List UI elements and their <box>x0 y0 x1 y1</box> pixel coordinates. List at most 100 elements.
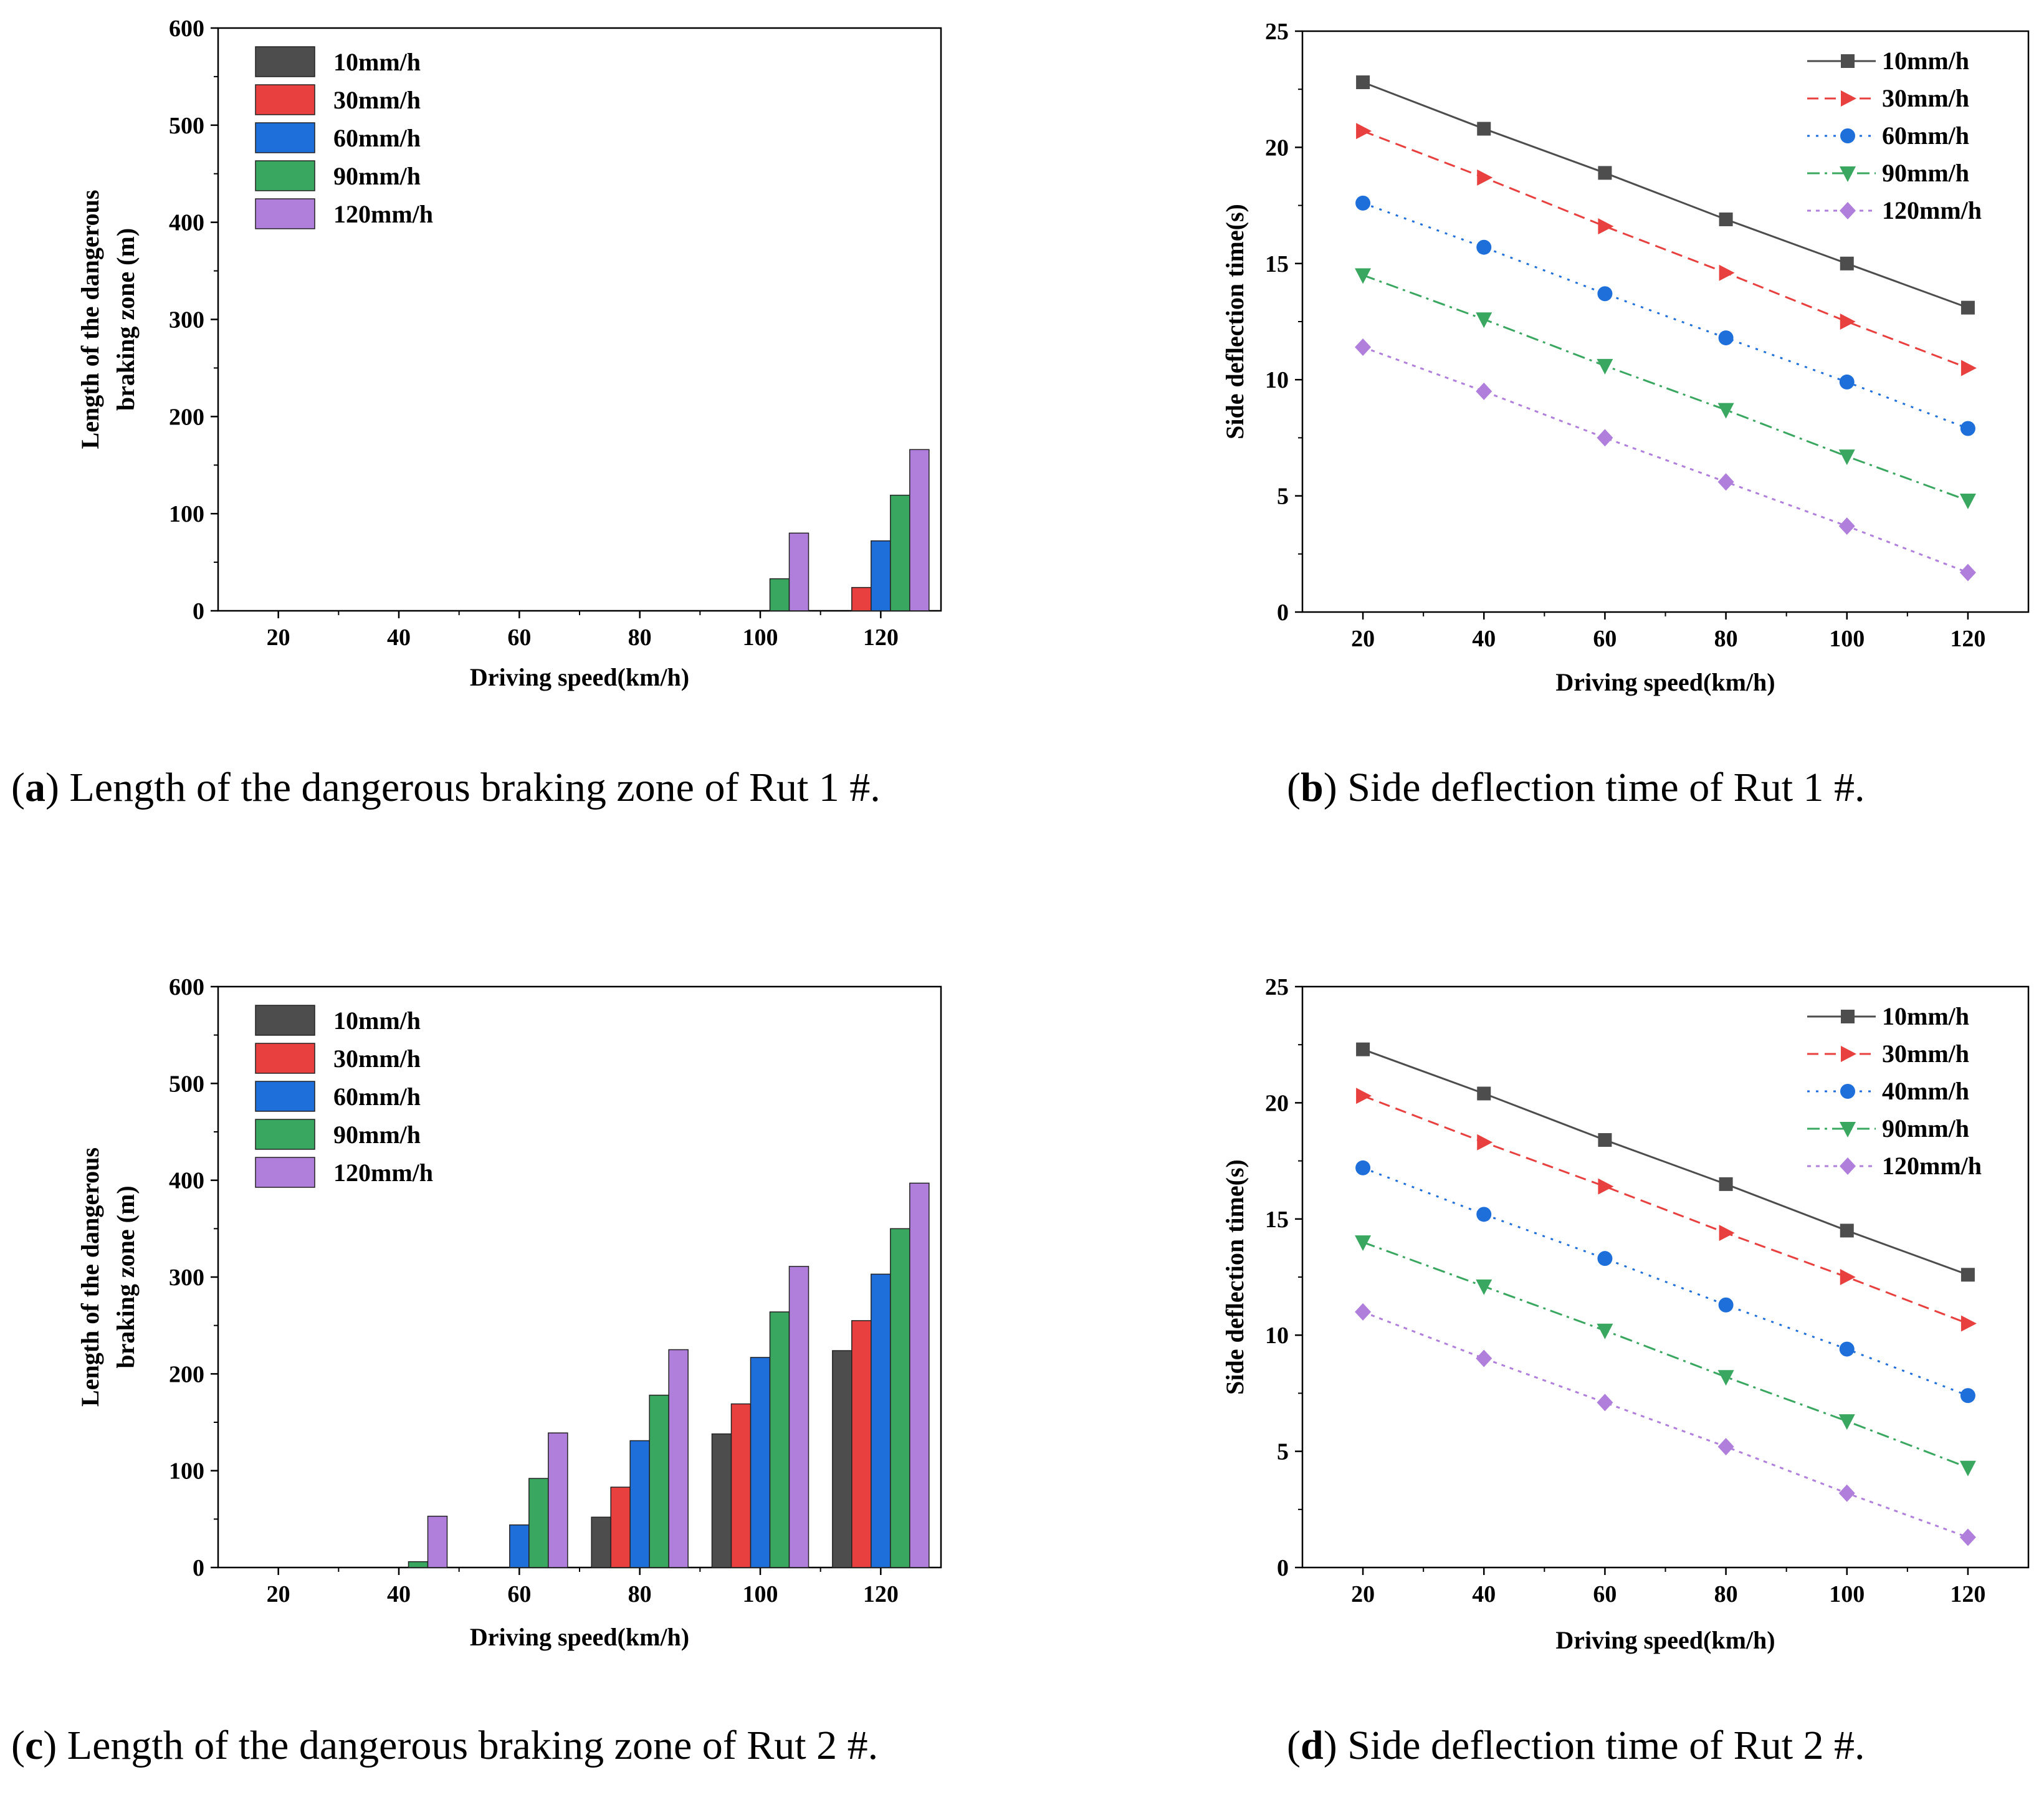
x-tick-label: 20 <box>267 1581 290 1607</box>
bar <box>427 1515 448 1568</box>
bar <box>730 1403 752 1568</box>
data-point <box>1959 1460 1976 1477</box>
data-point <box>1717 1438 1734 1456</box>
data-point <box>1598 1133 1612 1147</box>
data-point <box>1597 358 1613 375</box>
bar <box>408 1561 429 1568</box>
x-tick-label: 40 <box>1472 626 1496 652</box>
bar <box>668 1349 689 1568</box>
series-line <box>1362 1048 1969 1276</box>
x-tick-label: 120 <box>863 625 899 651</box>
x-tick-label: 80 <box>1714 626 1738 652</box>
bar <box>610 1486 631 1568</box>
x-tick-label: 80 <box>628 1581 652 1607</box>
data-point <box>1717 403 1734 419</box>
data-point <box>1597 429 1613 447</box>
bar <box>548 1432 568 1568</box>
data-point <box>1960 1388 1975 1404</box>
data-point <box>1959 1528 1976 1546</box>
y-tick-label: 500 <box>169 1071 204 1097</box>
legend-marker <box>1840 1157 1856 1175</box>
legend-label: 40mm/h <box>1882 1077 1969 1105</box>
data-point <box>1476 382 1492 400</box>
x-tick-label: 60 <box>1593 626 1617 652</box>
data-point <box>1960 421 1975 436</box>
bar <box>890 1228 910 1568</box>
bar <box>871 1273 891 1568</box>
legend-label: 90mm/h <box>333 162 421 190</box>
y-tick-label: 100 <box>169 1458 204 1485</box>
bar <box>509 1524 530 1568</box>
legend-label: 30mm/h <box>1882 84 1969 112</box>
data-point <box>1719 212 1733 226</box>
bar <box>851 586 872 611</box>
x-tick-label: 100 <box>743 625 778 651</box>
series-line <box>1362 1167 1969 1397</box>
bar <box>649 1394 669 1568</box>
legend-label: 10mm/h <box>333 48 421 76</box>
plot-frame <box>1301 30 2030 613</box>
caption-text: Side deflection time of Rut 1 #. <box>1347 765 1865 810</box>
data-point <box>1959 563 1976 582</box>
data-point <box>1717 1370 1734 1386</box>
y-tick-label: 200 <box>169 404 204 430</box>
y-tick-label: 25 <box>1265 974 1289 1000</box>
legend-label: 120mm/h <box>1882 196 1982 224</box>
bar <box>750 1357 771 1568</box>
y-tick-label: 20 <box>1265 1090 1289 1116</box>
bar <box>909 1182 930 1568</box>
data-point <box>1598 1178 1614 1195</box>
y-tick-label: 10 <box>1265 1323 1289 1349</box>
caption-text: Length of the dangerous braking zone of … <box>67 1723 878 1768</box>
y-tick-label: 600 <box>169 16 204 42</box>
legend-swatch <box>255 198 315 229</box>
legend-marker <box>1841 1010 1855 1023</box>
data-point <box>1960 1268 1975 1282</box>
bar <box>629 1440 650 1568</box>
data-point <box>1717 473 1734 491</box>
y-axis-title: Side deflection time(s) <box>1221 1159 1249 1395</box>
legend-label: 120mm/h <box>333 200 433 228</box>
legend-swatch <box>255 160 315 191</box>
legend-marker <box>1840 166 1856 182</box>
legend-label: 30mm/h <box>1882 1040 1969 1068</box>
y-tick-label: 200 <box>169 1361 204 1387</box>
legend-swatch <box>255 84 315 115</box>
caption-text: Side deflection time of Rut 2 #. <box>1347 1723 1865 1768</box>
y-tick-label: 0 <box>1277 600 1289 626</box>
x-axis-title: Driving speed(km/h) <box>470 663 689 691</box>
bar <box>591 1516 611 1568</box>
legend-label: 30mm/h <box>333 86 421 114</box>
y-tick-label: 300 <box>169 307 204 333</box>
data-point <box>1355 1235 1372 1252</box>
legend-marker <box>1840 1122 1856 1137</box>
data-point <box>1476 1279 1492 1295</box>
legend-label: 90mm/h <box>1882 159 1969 187</box>
caption-paren-close: ) <box>1324 765 1347 810</box>
data-point <box>1476 1207 1492 1222</box>
legend-label: 10mm/h <box>1882 47 1969 75</box>
y-tick-label: 0 <box>1277 1555 1289 1581</box>
legend-label: 30mm/h <box>333 1045 421 1073</box>
y-tick-label: 100 <box>169 501 204 527</box>
bar <box>528 1478 549 1568</box>
data-point <box>1355 195 1371 211</box>
legend-label: 120mm/h <box>1882 1152 1982 1180</box>
data-point <box>1597 1251 1613 1266</box>
data-point <box>1355 1160 1371 1175</box>
x-tick-label: 60 <box>507 1581 531 1607</box>
x-tick-label: 80 <box>1714 1581 1738 1607</box>
y-tick-label: 400 <box>169 1168 204 1194</box>
y-axis-title: Side deflection time(s) <box>1221 204 1249 439</box>
bar <box>909 449 930 611</box>
data-point <box>1718 330 1734 346</box>
x-tick-label: 60 <box>1593 1581 1617 1607</box>
data-point <box>1477 169 1493 186</box>
x-axis-title: Driving speed(km/h) <box>470 1623 689 1651</box>
data-point <box>1719 1225 1735 1242</box>
bar <box>871 540 891 611</box>
data-point <box>1839 1341 1855 1357</box>
data-point <box>1838 1414 1855 1430</box>
y-tick-label: 25 <box>1265 19 1289 45</box>
legend-marker <box>1840 202 1856 219</box>
